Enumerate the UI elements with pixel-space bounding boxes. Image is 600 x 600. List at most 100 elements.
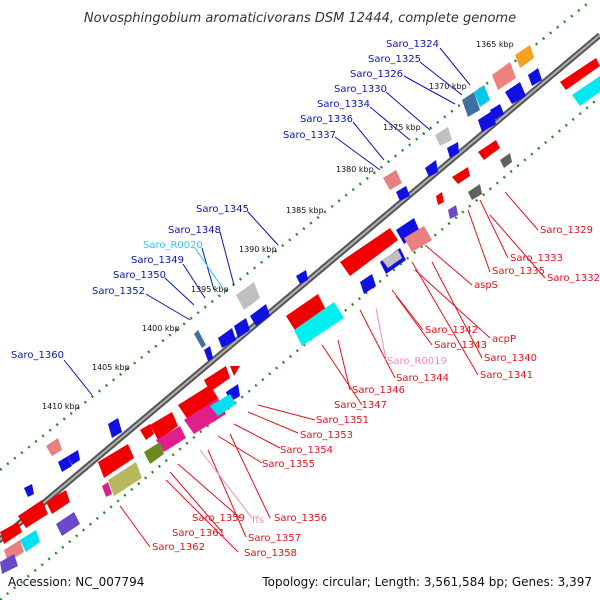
gene-label: Saro_1330 xyxy=(334,84,387,95)
gene-arrow xyxy=(156,426,186,452)
gene-label: Saro_1359 xyxy=(192,513,245,524)
kbp-tick: 1395 kbp xyxy=(191,285,229,294)
gene-arrow xyxy=(150,412,178,440)
gene-arrow xyxy=(46,438,62,456)
kbp-tick: 1365 kbp xyxy=(476,40,514,49)
gene-arrow xyxy=(360,274,376,294)
gene-label: acpP xyxy=(492,334,516,345)
gene-arrow xyxy=(515,45,534,68)
gene-arrow xyxy=(0,554,18,574)
kbp-tick: 1375 kbp xyxy=(383,123,421,132)
gene-arrow xyxy=(236,282,260,310)
gene-label: Saro_1352 xyxy=(92,286,145,297)
gene-arrow xyxy=(204,346,213,361)
gene-arrow xyxy=(24,484,34,497)
gene-label: Saro_1336 xyxy=(300,114,353,125)
gene-arrow xyxy=(452,167,470,184)
gene-label: Saro_1333 xyxy=(510,253,563,264)
gene-track-forward xyxy=(24,45,542,497)
gene-arrow xyxy=(68,450,80,465)
gene-label: Saro_1361 xyxy=(172,528,225,539)
gene-arrow xyxy=(435,127,452,146)
gene-arrow xyxy=(572,76,600,106)
title-group: Novosphingobium aromaticivorans DSM 1244… xyxy=(84,11,516,26)
gene-label: Saro_1343 xyxy=(434,340,487,351)
kbp-tick: 1410 kbp xyxy=(42,402,80,411)
gene-arrow xyxy=(108,462,142,496)
gene-arrow xyxy=(250,304,270,326)
kbp-tick: 1405 kbp xyxy=(92,363,130,372)
labels-top: Saro_1324 Saro_1325 Saro_1326 Saro_1330 … xyxy=(11,39,439,361)
gene-arrow xyxy=(108,418,122,438)
gene-arrow xyxy=(528,68,542,86)
gene-label: Saro_1337 xyxy=(283,130,336,141)
kbp-tick: 1380 kbp xyxy=(336,165,374,174)
gene-label: Saro_1356 xyxy=(274,513,327,524)
kbp-ticks: 1365 kbp 1370 kbp 1375 kbp 1380 kbp 1385… xyxy=(42,40,514,411)
gene-arrow xyxy=(178,385,218,420)
gene-arrow xyxy=(286,294,326,332)
gene-arrow xyxy=(340,228,398,276)
gene-label: Saro_1348 xyxy=(168,225,221,236)
kbp-tick: 1390 kbp xyxy=(239,245,277,254)
gene-label: Saro_1324 xyxy=(386,39,439,50)
gene-label: Saro_1341 xyxy=(480,370,533,381)
gene-arrow xyxy=(98,444,134,478)
gene-label: Saro_1346 xyxy=(352,385,405,396)
gene-label: Saro_1349 xyxy=(131,255,184,266)
leader-lines-bottom xyxy=(119,191,546,553)
gene-arrow xyxy=(0,522,22,544)
gene-arrow xyxy=(382,250,402,268)
gene-arrow xyxy=(4,540,24,562)
gene-label: ffs xyxy=(252,515,264,526)
gene-label: aspS xyxy=(474,280,498,291)
gene-arrow xyxy=(425,160,438,177)
gene-arrow xyxy=(294,302,344,346)
gene-arrow xyxy=(210,394,236,416)
gene-label: Saro_1326 xyxy=(350,69,403,80)
genome-backbone xyxy=(0,32,600,544)
gene-label: Saro_R0019 xyxy=(387,356,447,367)
gene-arrow xyxy=(204,366,230,392)
kbp-tick: 1400 kbp xyxy=(142,324,180,333)
gene-label: Saro_1340 xyxy=(484,353,537,364)
gene-arrow xyxy=(490,104,504,120)
genome-title: Novosphingobium aromaticivorans DSM 1244… xyxy=(84,11,516,26)
footer: Accession: NC_007794 Topology: circular;… xyxy=(8,575,592,589)
gene-arrow xyxy=(474,85,490,107)
gene-track-reverse xyxy=(0,58,600,574)
leader-line-ffs xyxy=(199,449,253,519)
gene-arrow xyxy=(492,62,516,90)
gene-arrow xyxy=(396,218,420,244)
gene-label: Saro_1360 xyxy=(11,350,64,361)
accession-text: Accession: NC_007794 xyxy=(8,575,144,589)
genome-summary-text: Topology: circular; Length: 3,561,584 bp… xyxy=(261,575,592,589)
gene-arrow xyxy=(448,205,458,219)
gene-label: Saro_1342 xyxy=(425,325,478,336)
gene-arrow xyxy=(478,111,496,132)
gene-arrow xyxy=(144,442,164,464)
gene-arrow xyxy=(20,530,40,552)
gene-arrow xyxy=(194,330,206,348)
gene-label: Saro_R0020 xyxy=(143,240,203,251)
gene-arrow xyxy=(447,142,459,158)
leader-lines-top xyxy=(63,47,471,396)
gene-arrow xyxy=(500,153,512,168)
gene-arrow xyxy=(404,226,432,252)
gene-label: Saro_1351 xyxy=(316,415,369,426)
gene-label: Saro_1325 xyxy=(368,54,421,65)
kbp-tick: 1370 kbp xyxy=(429,82,467,91)
kbp-tick: 1385 kbp xyxy=(286,206,324,215)
gene-label: Saro_1350 xyxy=(113,270,166,281)
leader-line-rna-bottom xyxy=(375,307,387,361)
gene-arrow xyxy=(468,184,482,200)
gene-label: Saro_1358 xyxy=(244,548,297,559)
gene-arrow xyxy=(478,140,500,160)
gene-arrow xyxy=(18,500,48,528)
labels-bottom: Saro_1329 Saro_1333 Saro_1335 Saro_1332 … xyxy=(152,225,600,559)
gene-label: Saro_1353 xyxy=(300,430,353,441)
gene-arrow xyxy=(56,512,80,536)
gene-label: Saro_1345 xyxy=(196,204,249,215)
gene-arrow xyxy=(230,366,240,376)
